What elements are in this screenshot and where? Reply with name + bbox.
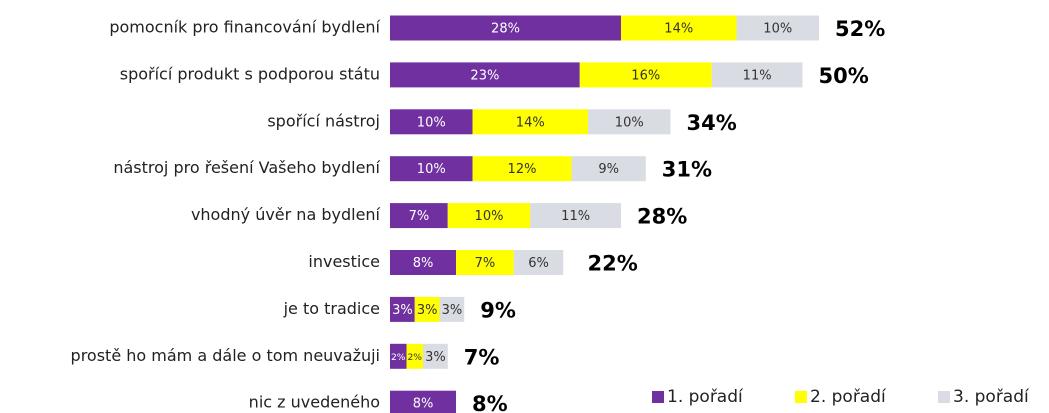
bar-segment (530, 203, 621, 229)
data-label: 2% (407, 352, 422, 363)
data-label: 23% (470, 68, 499, 83)
data-label: 10% (615, 115, 644, 130)
data-label: 3% (442, 303, 463, 318)
bar-segment (390, 156, 473, 182)
total-label: 50% (819, 64, 869, 88)
bar-segment (390, 296, 415, 322)
bar-segment (390, 109, 473, 135)
data-label: 10% (763, 22, 792, 37)
data-label: 3% (425, 350, 446, 365)
bar-segment (390, 343, 407, 369)
data-label: 8% (413, 256, 434, 271)
bar-segment (423, 343, 448, 369)
category-label: vhodný úvěr na bydlení (191, 205, 381, 224)
bar-segment (414, 296, 440, 322)
bar-segment (456, 250, 514, 275)
total-label: 34% (687, 111, 737, 135)
legend-swatch (938, 391, 950, 403)
data-label: 11% (561, 209, 590, 224)
data-label: 16% (631, 68, 660, 83)
bar-segment (472, 109, 588, 135)
bar-segment (736, 15, 819, 41)
bar-segment (621, 15, 737, 41)
total-label: 8% (472, 392, 508, 413)
bar-segment (513, 250, 564, 275)
legend-label: 2. pořadí (810, 387, 887, 407)
data-label: 10% (417, 115, 446, 130)
data-label: 11% (743, 68, 772, 83)
data-label: 8% (413, 397, 434, 412)
category-label: spořící nástroj (267, 111, 380, 130)
bar-segment (390, 15, 621, 41)
total-label: 28% (637, 205, 687, 229)
bar-segment (390, 390, 456, 413)
total-label: 22% (588, 252, 638, 276)
data-label: 10% (417, 162, 446, 177)
data-label: 10% (475, 209, 504, 224)
total-label: 52% (835, 17, 885, 41)
bar-segment (390, 203, 448, 229)
bar-segment (472, 156, 572, 182)
category-label: prostě ho mám a dále o tom neuvažuji (71, 346, 380, 365)
category-label: investice (308, 252, 380, 271)
legend-label: 1. pořadí (667, 387, 744, 407)
data-label: 7% (409, 209, 430, 224)
bar-segment (571, 156, 646, 182)
total-label: 7% (464, 345, 500, 369)
bar-segment (406, 343, 423, 369)
legend-swatch (795, 391, 807, 403)
category-label: pomocník pro financování bydlení (109, 18, 380, 37)
bar-segment (711, 62, 803, 88)
legend-label: 3. pořadí (953, 387, 1030, 407)
data-label: 9% (598, 162, 619, 177)
total-label: 31% (662, 158, 712, 182)
data-label: 3% (417, 303, 438, 318)
legend-swatch (652, 391, 664, 403)
data-label: 14% (664, 22, 693, 37)
data-label: 3% (392, 303, 413, 318)
bar-segment (439, 296, 465, 322)
data-label: 6% (528, 256, 549, 271)
bar-segment (588, 109, 671, 135)
category-label: nástroj pro řešení Vašeho bydlení (113, 158, 380, 177)
total-label: 9% (480, 298, 516, 322)
data-label: 12% (508, 162, 537, 177)
category-label: je to tradice (283, 299, 380, 318)
category-label: spořící produkt s podporou státu (120, 64, 380, 83)
data-label: 7% (475, 256, 496, 271)
bar-segment (579, 62, 712, 88)
data-label: 14% (516, 115, 545, 130)
category-label: nic z uvedeného (249, 393, 380, 412)
bar-segment (447, 203, 531, 229)
data-label: 2% (391, 352, 406, 363)
bar-segment (390, 250, 456, 275)
data-label: 28% (491, 22, 520, 37)
bar-segment (390, 62, 580, 88)
